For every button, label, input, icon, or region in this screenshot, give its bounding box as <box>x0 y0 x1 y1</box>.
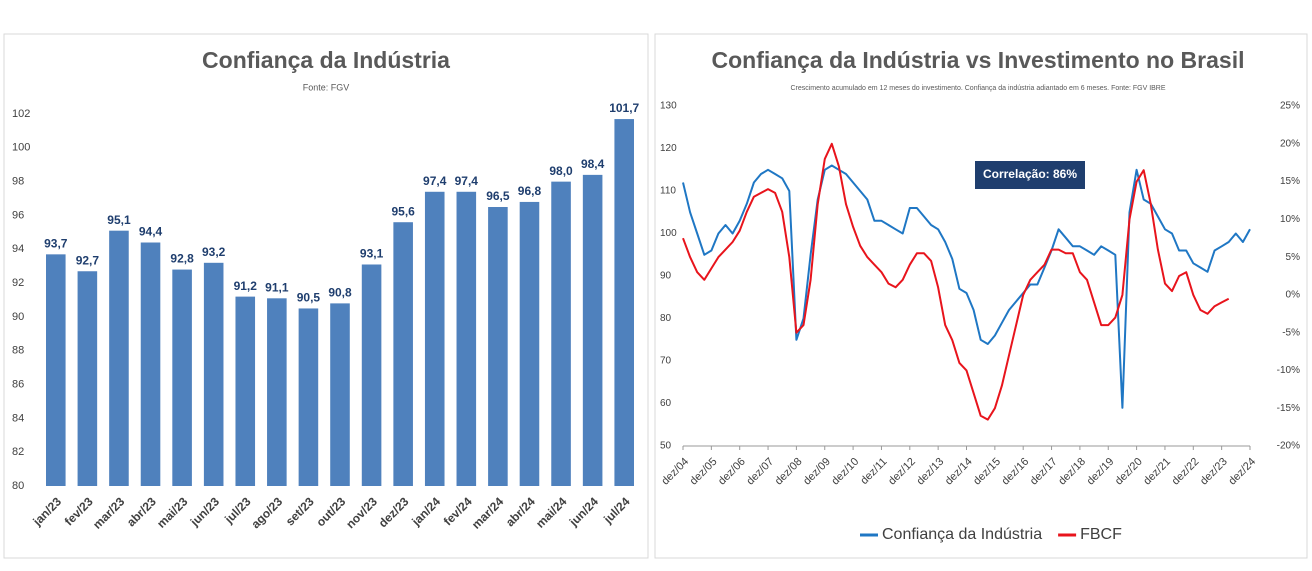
legend-label: FBCF <box>1080 526 1122 543</box>
legend-label: Confiança da Indústria <box>882 526 1042 543</box>
y-tick-label: 100 <box>12 142 30 154</box>
value-label: 93,1 <box>360 247 384 261</box>
value-label: 98,4 <box>581 157 605 171</box>
y-tick-label: 86 <box>12 378 24 390</box>
line-series <box>682 164 1251 409</box>
bar <box>235 296 256 486</box>
bar <box>488 207 508 486</box>
y2-tick-label: -20% <box>1277 441 1300 452</box>
value-label: 98,0 <box>549 164 573 178</box>
bar <box>109 230 129 486</box>
y-tick-label: 102 <box>12 108 30 120</box>
y-tick-label: 60 <box>660 398 672 409</box>
value-label: 101,7 <box>609 101 639 115</box>
y-tick-label: 80 <box>660 313 672 324</box>
y-tick-label: 120 <box>660 143 677 154</box>
y-tick-label: 96 <box>12 209 24 221</box>
y2-tick-label: -10% <box>1277 365 1300 376</box>
chart-subtitle: Crescimento acumulado em 12 meses do inv… <box>790 85 1165 92</box>
value-label: 90,8 <box>328 286 352 300</box>
chart-title: Confiança da Indústria vs Investimento n… <box>712 47 1245 73</box>
bar <box>361 264 382 486</box>
value-label: 95,1 <box>107 213 131 227</box>
value-label: 97,4 <box>455 174 479 188</box>
bar <box>519 201 540 486</box>
y2-tick-label: 20% <box>1280 138 1300 149</box>
y-tick-label: 88 <box>12 345 24 357</box>
value-label: 95,6 <box>391 204 415 218</box>
y-tick-label: 80 <box>12 480 24 492</box>
y-tick-label: 84 <box>12 412 24 424</box>
bar <box>393 222 413 486</box>
value-label: 93,7 <box>44 237 68 251</box>
y-tick-label: 82 <box>12 446 24 458</box>
y2-tick-label: 0% <box>1286 290 1301 301</box>
value-label: 92,8 <box>170 252 194 266</box>
y-tick-label: 90 <box>660 271 672 282</box>
bar <box>172 269 192 486</box>
bar <box>203 262 224 486</box>
bar <box>551 181 571 487</box>
value-label: 97,4 <box>423 174 447 188</box>
bar <box>582 174 603 486</box>
value-label: 96,5 <box>486 189 510 203</box>
value-label: 91,1 <box>265 280 289 294</box>
bar <box>140 242 161 486</box>
chart-title: Confiança da Indústria <box>202 47 450 73</box>
bar <box>614 119 634 486</box>
value-label: 96,8 <box>518 184 542 198</box>
right-panel <box>654 33 1308 559</box>
bar <box>424 191 445 487</box>
value-label: 94,4 <box>139 225 163 239</box>
y-tick-label: 94 <box>12 243 24 255</box>
y-tick-label: 92 <box>12 277 24 289</box>
bar <box>267 298 287 486</box>
y-tick-label: 90 <box>12 311 24 323</box>
y-tick-label: 100 <box>660 228 677 239</box>
y2-tick-label: 15% <box>1280 176 1300 187</box>
annotation: Correlação: 86% <box>983 167 1077 181</box>
y-tick-label: 110 <box>660 186 676 197</box>
y-tick-label: 50 <box>660 441 672 452</box>
bar <box>77 271 98 486</box>
bar <box>298 308 319 486</box>
value-label: 91,2 <box>234 279 258 293</box>
y-tick-label: 98 <box>12 176 24 188</box>
line-series <box>682 142 1230 421</box>
y2-tick-label: 5% <box>1286 252 1301 263</box>
value-label: 93,2 <box>202 245 226 259</box>
y2-tick-label: 10% <box>1280 214 1300 225</box>
y-tick-label: 130 <box>660 101 677 112</box>
y-tick-label: 70 <box>660 356 672 367</box>
annotation-box <box>975 161 1085 189</box>
bar <box>330 303 350 486</box>
bar <box>456 191 477 487</box>
chart-subtitle: Fonte: FGV <box>303 82 350 92</box>
bar <box>46 254 66 486</box>
value-label: 92,7 <box>76 253 100 267</box>
y2-tick-label: 25% <box>1280 101 1300 112</box>
y2-tick-label: -15% <box>1277 403 1300 414</box>
value-label: 90,5 <box>297 291 321 305</box>
y2-tick-label: -5% <box>1282 327 1300 338</box>
